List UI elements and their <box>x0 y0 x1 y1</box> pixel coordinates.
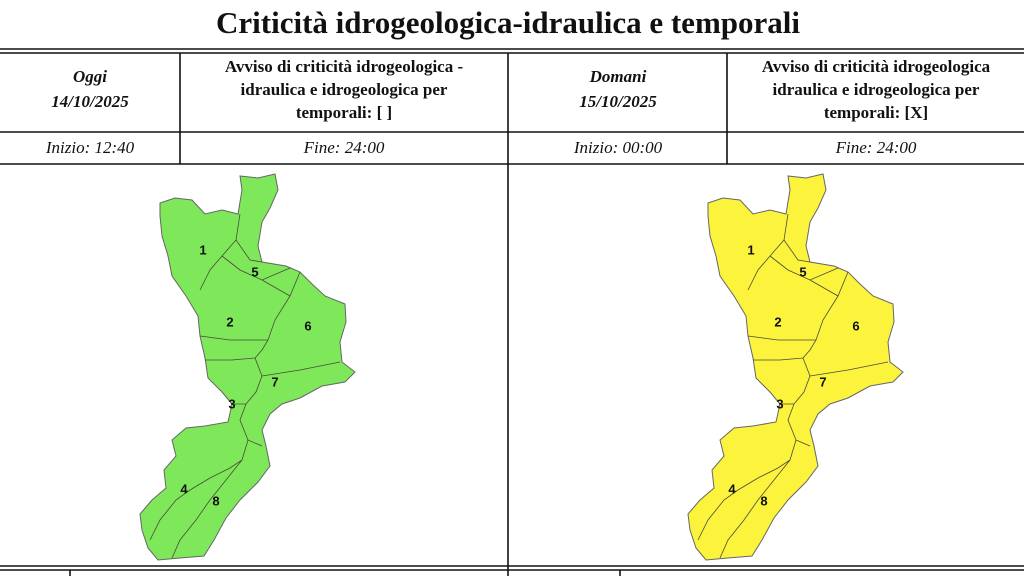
zone-borders <box>149 213 341 559</box>
date: 14/10/2025 <box>51 92 129 111</box>
notice-line: idraulica e idrogeologica per <box>241 80 448 99</box>
notice-line: temporali: [ ] <box>296 103 392 122</box>
zone-label: 1 <box>747 242 754 257</box>
region-outline <box>139 173 356 561</box>
zone-label: 3 <box>776 396 783 411</box>
notice-line: temporali: [X] <box>824 103 928 122</box>
start-time: Inizio: 00:00 <box>573 138 663 157</box>
zone-label: 7 <box>271 374 278 389</box>
zone-label: 4 <box>180 481 188 496</box>
zone-label: 1 <box>199 242 206 257</box>
end-time: Fine: 24:00 <box>835 138 917 157</box>
zone-label: 8 <box>212 493 219 508</box>
day: Domani <box>589 67 647 86</box>
zone-label: 5 <box>251 264 258 279</box>
notice-line: Avviso di criticità idrogeologica <box>762 57 991 76</box>
zone-label: 4 <box>728 481 736 496</box>
day: Oggi <box>73 67 107 86</box>
zone-label: 7 <box>819 374 826 389</box>
panel: Oggi 14/10/2025 Avviso di criticità idroge… <box>45 57 464 561</box>
panel: Domani 15/10/2025 Avviso di criticità idro… <box>573 57 991 561</box>
region-outline <box>687 173 904 561</box>
zone-label: 6 <box>852 318 859 333</box>
zone-borders <box>697 213 889 559</box>
notice-line: idraulica e idrogeologica per <box>773 80 980 99</box>
zone-label: 8 <box>760 493 767 508</box>
zone-label: 2 <box>774 314 781 329</box>
region-map: 1 5 2 6 7 3 4 8 <box>139 173 356 561</box>
end-time: Fine: 24:00 <box>303 138 385 157</box>
zone-label: 2 <box>226 314 233 329</box>
region-map: 1 5 2 6 7 3 4 8 <box>687 173 904 561</box>
zone-label: 3 <box>228 396 235 411</box>
start-time: Inizio: 12:40 <box>45 138 135 157</box>
zone-label: 5 <box>799 264 806 279</box>
table-rules <box>0 48 1024 576</box>
date: 15/10/2025 <box>579 92 657 111</box>
title: Criticità idrogeologica-idraulica e temp… <box>216 5 800 40</box>
notice-line: Avviso di criticità idrogeologica - <box>225 57 464 76</box>
zone-label: 6 <box>304 318 311 333</box>
